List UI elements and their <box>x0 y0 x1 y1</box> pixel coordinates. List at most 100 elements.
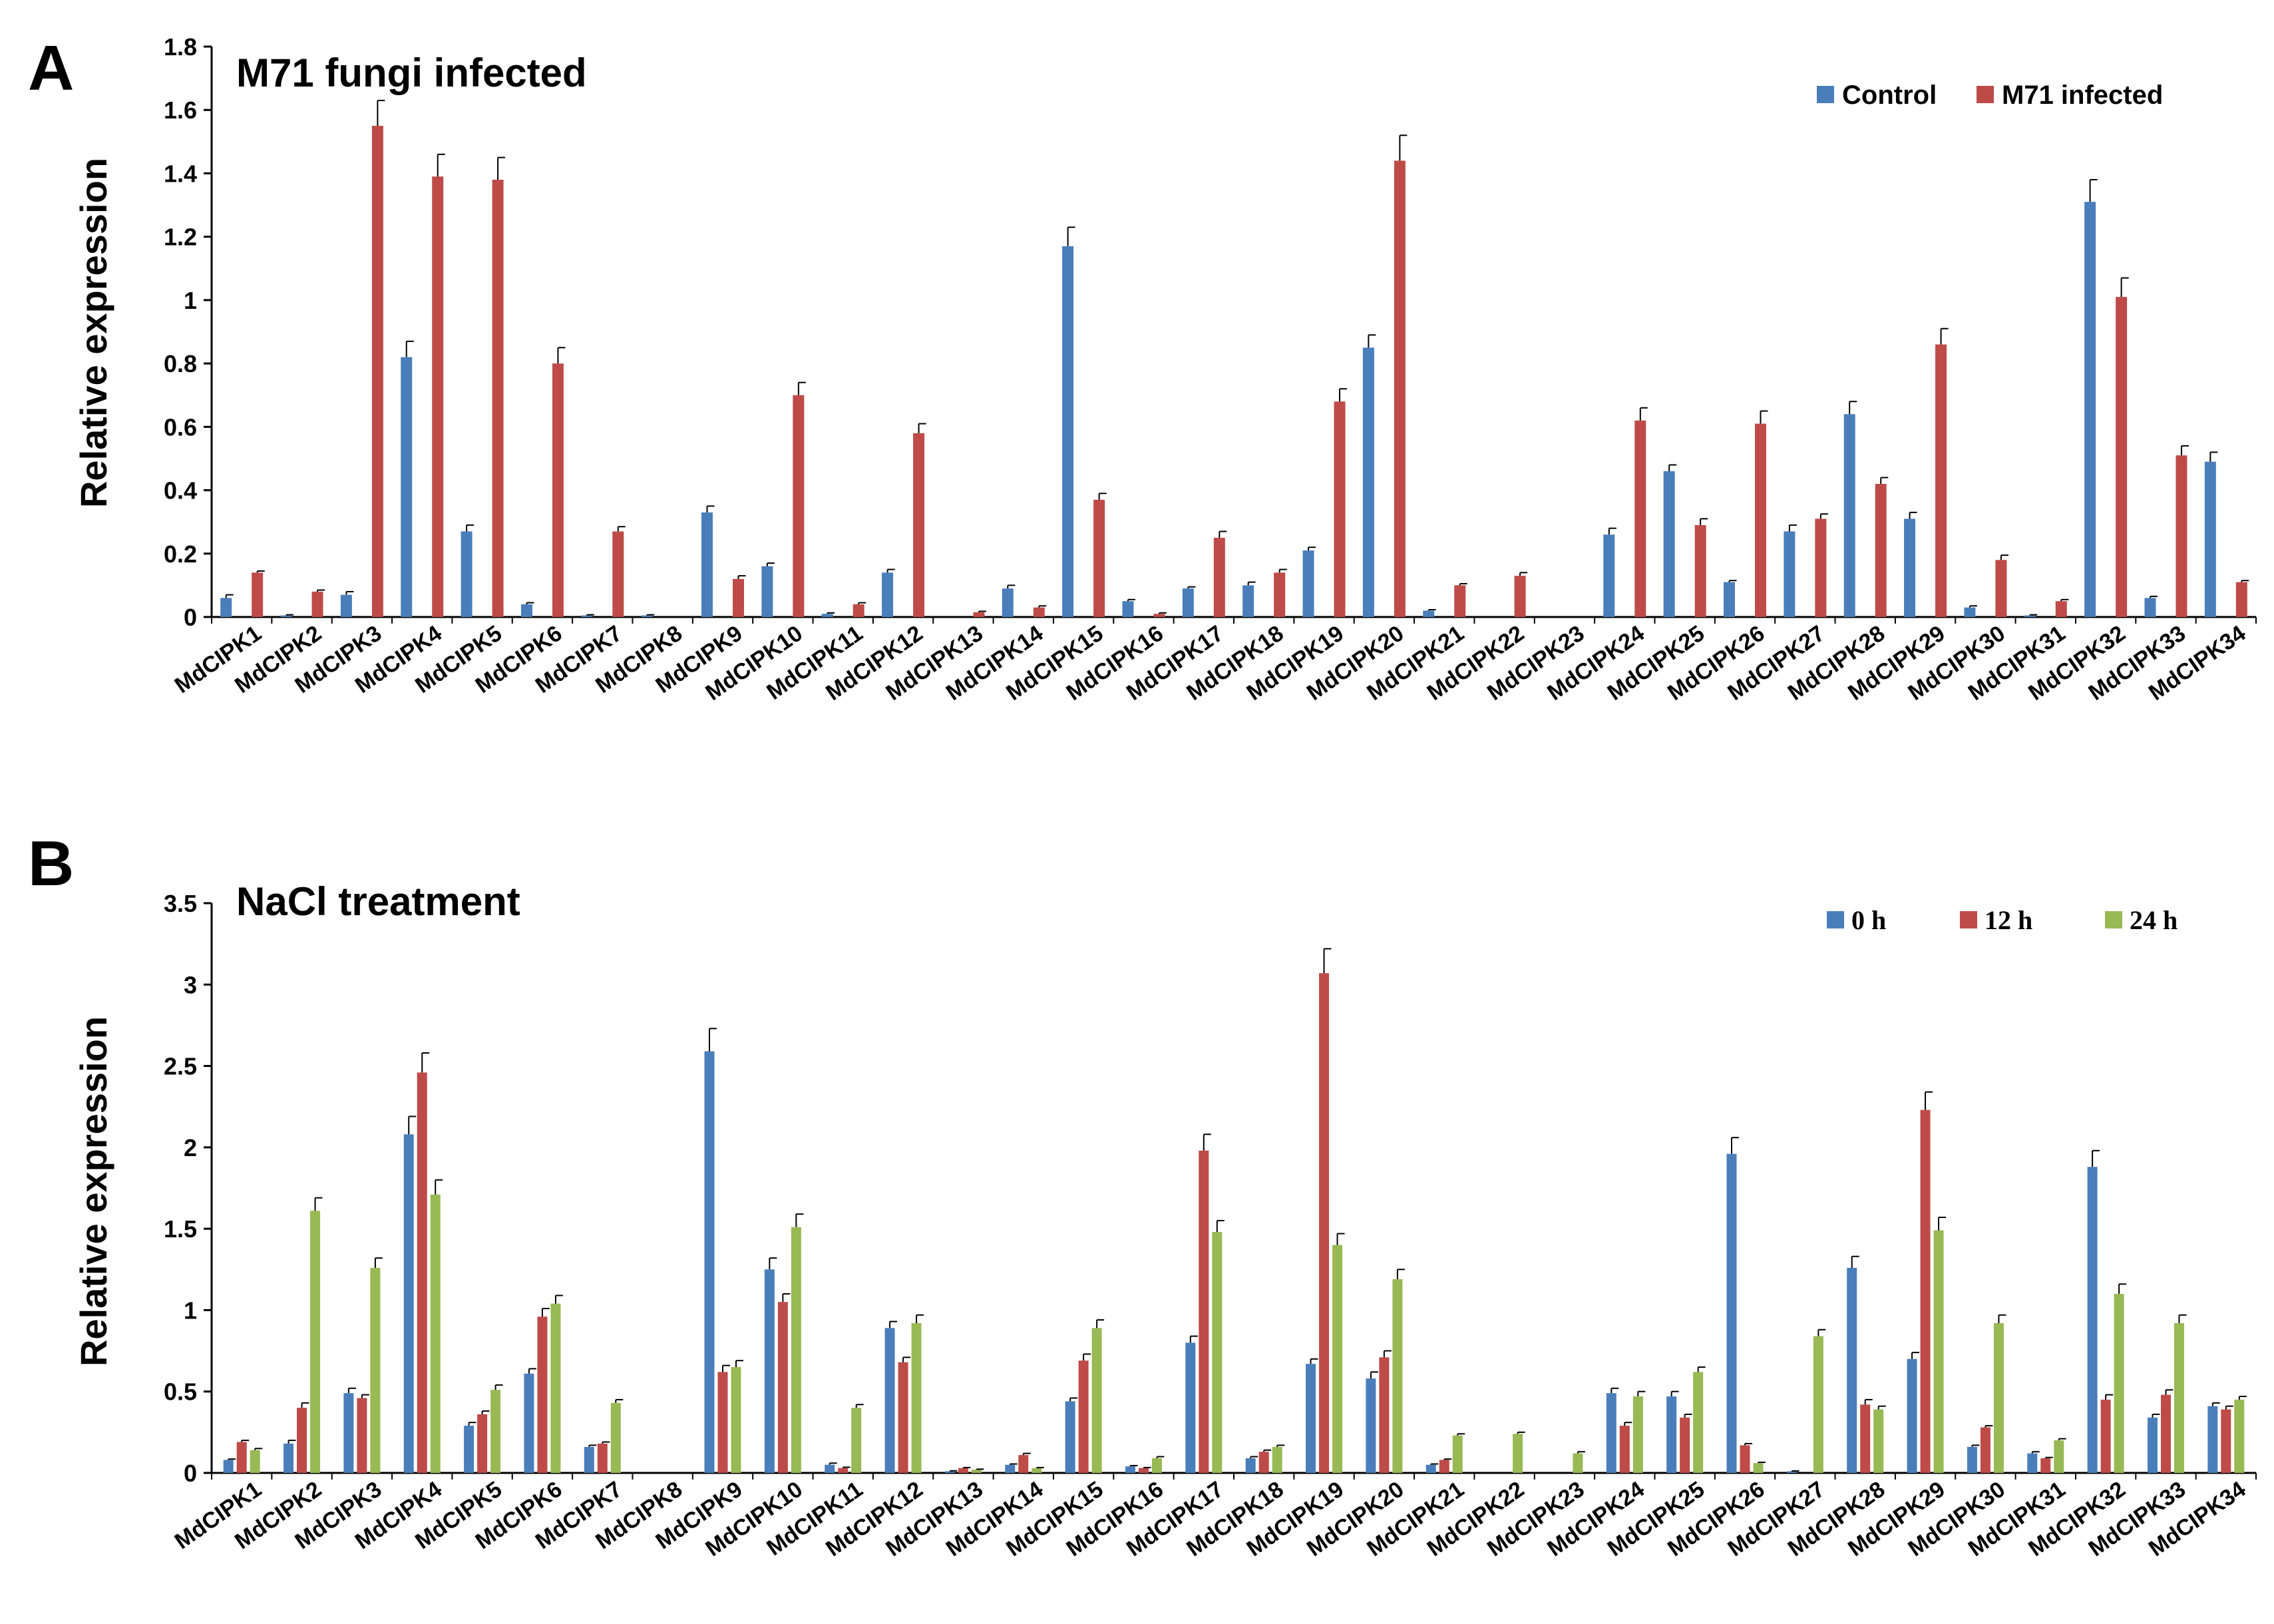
panel-b-bar <box>1619 1426 1630 1473</box>
panel-b-bar <box>357 1398 367 1473</box>
panel-a-bar <box>2176 455 2187 617</box>
panel-b-bar <box>2054 1440 2064 1473</box>
panel-a-bar <box>1995 560 2007 617</box>
panel-a-bar <box>280 615 292 617</box>
panel-a-bar <box>2024 615 2036 617</box>
panel-b-bar <box>717 1372 728 1473</box>
panel-b-bar <box>223 1460 234 1473</box>
panel-b-bar <box>1425 1464 1436 1473</box>
panel-a-bar <box>1394 160 1406 617</box>
panel-a-y-tick-label: 1.8 <box>164 33 197 61</box>
panel-a-bar <box>2144 598 2156 617</box>
panel-a-bar <box>340 594 352 617</box>
panel-b-bar <box>250 1450 260 1473</box>
panel-b-bar <box>370 1267 381 1473</box>
panel-b-bar <box>403 1134 414 1473</box>
panel-b-bar <box>2174 1322 2184 1473</box>
panel-b-bar <box>1366 1378 1376 1473</box>
panel-b-bar <box>610 1402 621 1473</box>
panel-a-bar <box>1694 524 1706 617</box>
panel-b-bar <box>1379 1357 1390 1473</box>
panel-a-bar <box>2116 297 2128 617</box>
panel-b-bar <box>1439 1460 1449 1473</box>
panel-b-bar <box>343 1393 354 1473</box>
panel-a-bar <box>1964 607 1976 617</box>
panel-b-y-tick-label: 0 <box>184 1460 197 1487</box>
panel-b-y-tick-label: 3.5 <box>164 890 197 917</box>
panel-a-y-tick-label: 0 <box>184 604 197 631</box>
panel-b-bar <box>550 1303 561 1473</box>
panel-a-bar <box>2084 202 2096 617</box>
panel-b-bar <box>1873 1409 1884 1473</box>
panel-b-bar <box>297 1408 307 1473</box>
panel-b-bar <box>731 1367 741 1473</box>
panel-a-bar <box>1274 572 1286 617</box>
panel-a-bar <box>1454 585 1466 617</box>
panel-a-bar <box>1423 610 1435 617</box>
panel-b-bar <box>1125 1466 1135 1473</box>
panel-b-bar <box>1306 1364 1316 1473</box>
panel-a-bar <box>1843 414 1855 617</box>
panel-a-bar <box>220 598 232 617</box>
panel-a-bar <box>1302 550 1314 617</box>
panel-a-bar <box>1182 588 1194 617</box>
panel-b-x-tick-labels: MdCIPK1MdCIPK2MdCIPK3MdCIPK4MdCIPK5MdCIP… <box>170 1476 2251 1561</box>
legend-swatch-0h <box>1827 911 1844 928</box>
panel-a-bar <box>2235 582 2247 617</box>
panel-b-bar <box>1980 1427 1990 1473</box>
panel-a-bar <box>612 531 624 617</box>
panel-b-bar <box>1693 1372 1704 1473</box>
panel-b-bar <box>1606 1393 1616 1473</box>
panel-b-bar <box>1032 1468 1042 1473</box>
panel-a-bar <box>552 363 564 617</box>
panel-b-y-tick-label: 0.5 <box>164 1378 197 1406</box>
panel-b-bar <box>236 1442 247 1473</box>
panel-b-y-tick-label: 2 <box>184 1134 197 1161</box>
panel-b-bar <box>1786 1471 1797 1473</box>
panel-b-bar <box>1065 1401 1075 1473</box>
panel-a-bar <box>1002 588 1014 617</box>
panel-a-bar <box>432 176 444 617</box>
panel-b-bar <box>1258 1452 1269 1473</box>
panel-b-bar <box>838 1468 849 1473</box>
panel-a-y-tick-label: 0.6 <box>164 413 197 441</box>
panel-b-bar <box>584 1446 594 1473</box>
panel-b-bar <box>971 1470 982 1473</box>
panel-b-bar <box>1907 1358 1917 1473</box>
panel-b-bar <box>1753 1463 1764 1473</box>
panel-a-bar <box>1062 246 1074 617</box>
panel-b: B Relative expression 0 0.5 1 1.5 2 2.5 3 3.5 M… <box>28 828 2257 1561</box>
panel-a-bar <box>853 604 864 617</box>
panel-a-bar <box>401 357 413 617</box>
panel-a-bar <box>882 572 894 617</box>
panel-b-bar <box>464 1426 474 1473</box>
panel-a-bar <box>1815 518 1827 617</box>
panel-b-bar <box>791 1227 801 1473</box>
panel-a-y-tick-label: 1.2 <box>164 224 197 251</box>
panel-b-bar <box>1151 1458 1162 1473</box>
panel-a-bar <box>1935 344 1947 617</box>
panel-b-letter: B <box>28 828 74 899</box>
panel-a-y-tick-label: 1.4 <box>164 160 197 187</box>
panel-b-bar <box>2234 1399 2245 1473</box>
panel-a-bar <box>1724 582 1735 617</box>
panel-b-y-tick-label: 3 <box>184 971 197 998</box>
panel-b-bar <box>430 1194 441 1473</box>
panel-b-bar <box>911 1322 922 1473</box>
panel-a: A Relative expression 0 0.2 0.4 0.6 0.8 1 1.2 1… <box>28 33 2257 706</box>
panel-b-bar <box>1185 1342 1196 1473</box>
panel-a-bar <box>1904 518 1916 617</box>
panel-b-bar <box>2114 1293 2124 1473</box>
panel-b-bar <box>1740 1445 1750 1473</box>
panel-b-bar <box>1920 1110 1931 1473</box>
legend-swatch-12h <box>1960 911 1977 928</box>
panel-b-bar <box>1967 1446 1977 1473</box>
panel-b-bar <box>944 1471 955 1473</box>
panel-b-bar <box>1513 1434 1523 1473</box>
panel-b-bars <box>223 948 2247 1473</box>
panel-a-bar <box>371 126 383 617</box>
panel-b-bar <box>2040 1458 2051 1473</box>
panel-a-bar <box>520 604 532 617</box>
legend-label-24h: 24 h <box>2130 905 2178 935</box>
panel-b-bar <box>524 1373 534 1473</box>
